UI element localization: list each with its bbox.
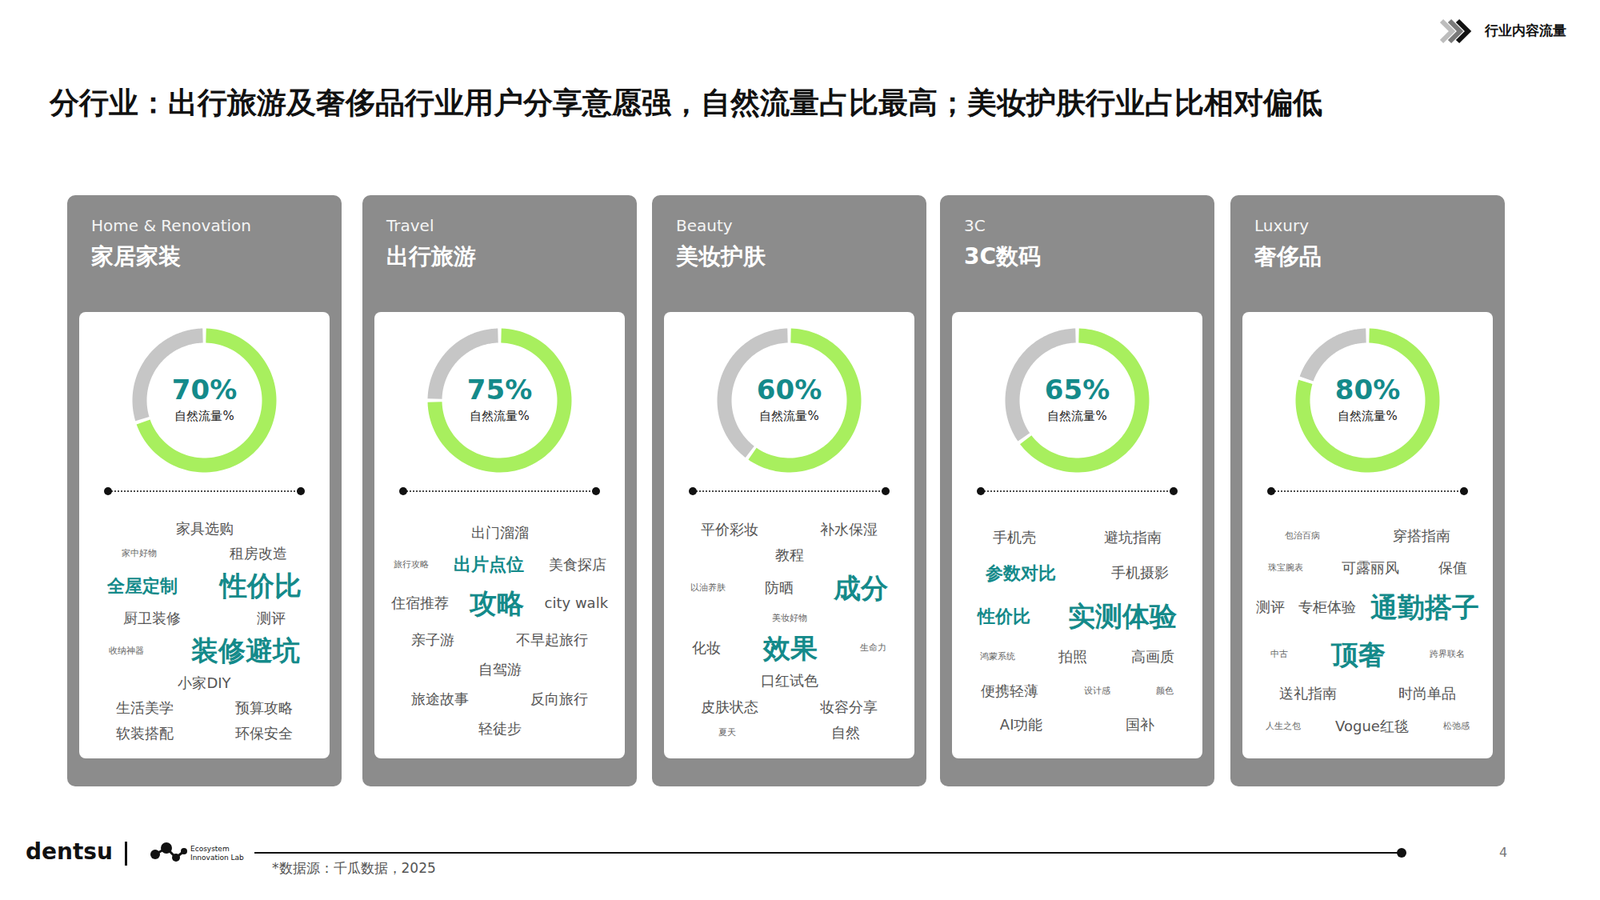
html-text:家具选购: 家具选购 — [175, 519, 234, 537]
html-text:教程: 教程 — [774, 546, 804, 563]
html-text:测评: 测评 — [1255, 598, 1285, 616]
html-text:奢侈品: 奢侈品 — [1254, 243, 1322, 270]
html-text:自驾游: 自驾游 — [478, 660, 522, 678]
html-text:旅途故事: 旅途故事 — [411, 690, 470, 708]
html-text:Luxury: Luxury — [1254, 216, 1309, 236]
html-text:3C数码: 3C数码 — [964, 243, 1041, 270]
html-text:避坑指南: 避坑指南 — [1104, 528, 1162, 546]
svg-text:60%: 60% — [756, 373, 822, 406]
html-text:家居家装: 家居家装 — [91, 243, 181, 270]
html-text:小家DIY: 小家DIY — [177, 674, 231, 692]
html-text:可露丽风: 可露丽风 — [1342, 559, 1400, 576]
html-text:时尚单品: 时尚单品 — [1398, 685, 1456, 702]
html-text:不早起旅行: 不早起旅行 — [515, 631, 588, 649]
html-text:装修避坑: 装修避坑 — [191, 634, 300, 667]
html-text:Ecosystem: Ecosystem — [190, 844, 230, 853]
html-text:成分: 成分 — [833, 571, 889, 604]
html-text:包治百病: 包治百病 — [1285, 530, 1321, 541]
html-text:穿搭指南: 穿搭指南 — [1392, 526, 1451, 544]
html-text:夏天: 夏天 — [718, 726, 736, 738]
html-text:收纳神器: 收纳神器 — [109, 645, 145, 656]
html-text:参数对比: 参数对比 — [985, 563, 1057, 584]
html-text:生活美学: 生活美学 — [116, 699, 174, 717]
svg-text:自然流量%: 自然流量% — [1337, 408, 1397, 424]
html-text:美食探店: 美食探店 — [548, 555, 606, 573]
html-text:防晒: 防晒 — [765, 579, 794, 597]
html-text:AI功能: AI功能 — [999, 715, 1043, 733]
html-text:软装搭配: 软装搭配 — [116, 724, 174, 742]
svg-text:自然流量%: 自然流量% — [759, 408, 819, 424]
html-text:租房改造: 租房改造 — [229, 544, 288, 562]
html-text:环保安全: 环保安全 — [235, 724, 293, 742]
html-text:颜色: 颜色 — [1155, 685, 1174, 696]
html-text:dentsu: dentsu — [25, 838, 113, 865]
html-text:跨界联名: 跨界联名 — [1429, 648, 1465, 660]
html-text:设计感: 设计感 — [1084, 685, 1111, 696]
html-text:化妆: 化妆 — [691, 639, 721, 656]
svg-text:自然流量%: 自然流量% — [174, 408, 234, 424]
html-text:出片点位: 出片点位 — [453, 554, 524, 575]
html-text:人生之包: 人生之包 — [1265, 720, 1302, 731]
html-text:拍照: 拍照 — [1058, 648, 1088, 666]
html-text:中古: 中古 — [1270, 648, 1289, 660]
html-text:手机壳: 手机壳 — [992, 528, 1036, 546]
html-text:Vogue红毯: Vogue红毯 — [1335, 717, 1409, 735]
svg-text:80%: 80% — [1335, 373, 1400, 406]
html-text:行业内容流量: 行业内容流量 — [1484, 22, 1567, 39]
html-text:补水保湿: 补水保湿 — [819, 520, 878, 538]
html-text:口红试色: 口红试色 — [760, 672, 818, 690]
html-text:美妆护肤: 美妆护肤 — [676, 243, 766, 270]
html-text:亲子游: 亲子游 — [411, 631, 455, 649]
html-text:出行旅游: 出行旅游 — [386, 243, 476, 270]
html-text:以油养肤: 以油养肤 — [690, 582, 726, 593]
html-text:预算攻略: 预算攻略 — [235, 699, 293, 717]
html-text:效果: 效果 — [763, 631, 818, 664]
svg-text:65%: 65% — [1044, 373, 1110, 406]
svg-text:自然流量%: 自然流量% — [1047, 408, 1107, 424]
html-text:生命力: 生命力 — [860, 642, 887, 653]
html-text:Home & Renovation: Home & Renovation — [91, 216, 252, 236]
html-text:珠宝腕表: 珠宝腕表 — [1268, 562, 1304, 573]
html-text:专柜体验: 专柜体验 — [1298, 598, 1357, 616]
html-text:家中好物: 家中好物 — [121, 548, 158, 559]
html-text:出门溜溜: 出门溜溜 — [470, 524, 529, 542]
html-text:平价彩妆: 平价彩妆 — [701, 520, 759, 538]
html-text:Travel: Travel — [386, 216, 434, 236]
html-text:轻徒步: 轻徒步 — [478, 720, 522, 737]
html-text:保值: 保值 — [1438, 559, 1468, 576]
svg-text:70%: 70% — [172, 373, 237, 406]
html-text:性价比: 性价比 — [977, 606, 1031, 626]
html-text:自然: 自然 — [831, 723, 861, 741]
html-text:旅行攻略: 旅行攻略 — [393, 558, 429, 570]
html-text:通勤搭子: 通勤搭子 — [1370, 591, 1480, 624]
html-text:厨卫装修: 厨卫装修 — [123, 609, 182, 627]
html-text:送礼指南: 送礼指南 — [1279, 685, 1338, 702]
html-text:住宿推荐: 住宿推荐 — [391, 594, 449, 612]
html-text:顶奢: 顶奢 — [1331, 638, 1386, 671]
html-text:*数据源：千瓜数据，2025: *数据源：千瓜数据，2025 — [272, 860, 436, 876]
html-text:分行业：出行旅游及奢侈品行业用户分享意愿强，自然流量占比最高: 分行业：出行旅游及奢侈品行业用户分享意愿强，自然流量占比最高；美妆护肤行业占比相… — [49, 85, 1323, 120]
html-text:Innovation Lab: Innovation Lab — [190, 853, 244, 862]
html-text:松弛感: 松弛感 — [1442, 720, 1470, 731]
html-text:攻略: 攻略 — [469, 587, 524, 620]
html-text:美妆好物: 美妆好物 — [771, 612, 807, 623]
html-text:Beauty: Beauty — [676, 216, 733, 236]
html-text:全屋定制: 全屋定制 — [107, 576, 178, 597]
html-text:皮肤状态: 皮肤状态 — [701, 698, 759, 715]
html-text:测评: 测评 — [256, 609, 286, 627]
html-text:手机摄影: 手机摄影 — [1111, 564, 1169, 581]
html-text:鸿蒙系统: 鸿蒙系统 — [980, 651, 1016, 662]
html-text:city walk: city walk — [544, 594, 609, 612]
html-text:国补: 国补 — [1125, 715, 1155, 733]
html-text:实测体验: 实测体验 — [1068, 599, 1178, 632]
svg-text:75%: 75% — [467, 373, 532, 406]
svg-text:自然流量%: 自然流量% — [469, 408, 529, 424]
html-text:便携轻薄: 便携轻薄 — [981, 682, 1039, 699]
html-text:妆容分享: 妆容分享 — [819, 698, 878, 715]
html-text:4: 4 — [1499, 844, 1508, 860]
html-text:性价比: 性价比 — [220, 569, 302, 602]
html-text:3C: 3C — [964, 216, 986, 236]
html-text:反向旅行: 反向旅行 — [530, 690, 588, 708]
html-text:高画质: 高画质 — [1131, 648, 1175, 666]
